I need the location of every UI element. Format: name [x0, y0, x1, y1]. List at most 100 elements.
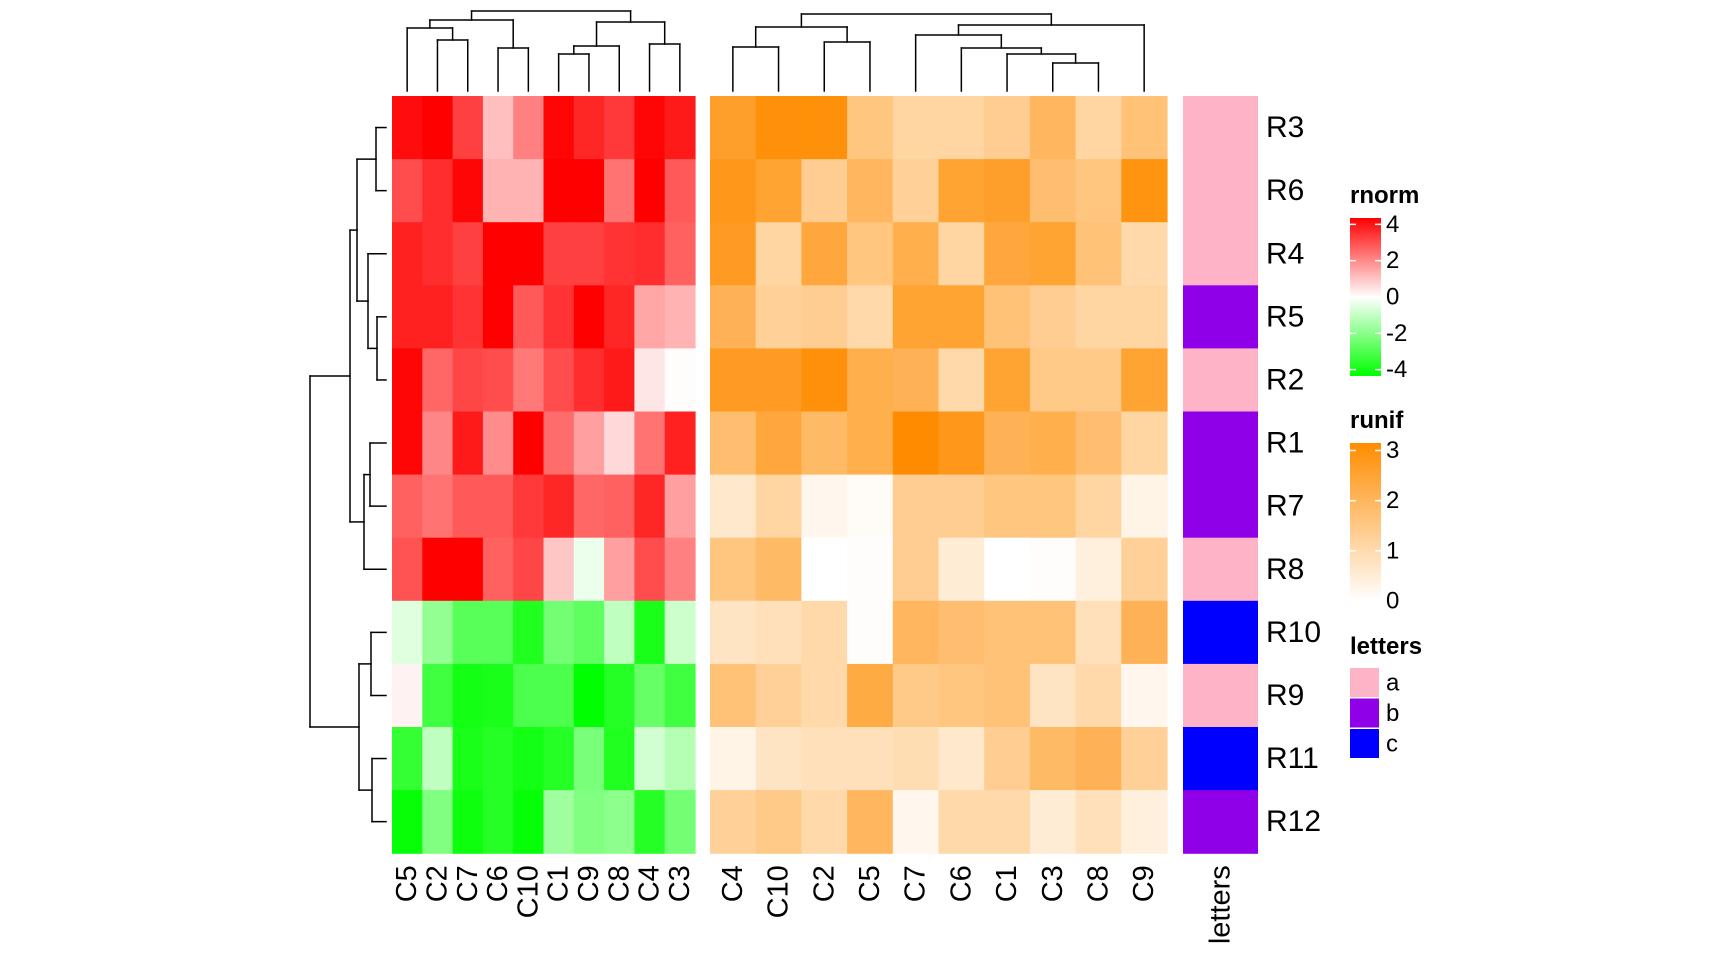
heatmap-cell — [710, 411, 757, 476]
heatmap-cell — [984, 663, 1031, 728]
heatmap-cell — [1029, 663, 1077, 728]
heatmap-cell — [422, 663, 454, 728]
heatmap-cell — [392, 537, 423, 602]
heatmap-cell — [984, 537, 1031, 602]
heatmap-cell — [392, 348, 423, 413]
heatmap-cell — [664, 537, 696, 602]
heatmap-cell — [543, 727, 575, 791]
column-label: C7 — [900, 865, 932, 902]
legend-tick-label: -2 — [1386, 320, 1407, 347]
heatmap-cell — [892, 222, 940, 286]
heatmap-cell — [1121, 474, 1168, 539]
annotation-column-label: letters — [1205, 865, 1237, 944]
heatmap-cell — [938, 663, 985, 728]
heatmap-cell — [452, 474, 484, 539]
heatmap-cell — [847, 285, 894, 349]
heatmap-cell — [543, 96, 575, 160]
heatmap-cell — [892, 411, 940, 476]
heatmap-cell — [710, 727, 757, 791]
heatmap-cell — [1075, 96, 1122, 160]
heatmap-cell — [392, 411, 423, 476]
heatmap-cell — [984, 727, 1031, 791]
heatmap-cell — [543, 411, 575, 476]
row-label: R8 — [1266, 553, 1304, 586]
heatmap-cell — [634, 348, 666, 413]
row-label: R6 — [1266, 174, 1304, 207]
heatmap-cell — [634, 727, 666, 791]
heatmap-cell — [543, 222, 575, 286]
heatmap-cell — [422, 348, 454, 413]
row-label: R1 — [1266, 427, 1304, 460]
heatmap-cell — [392, 474, 423, 539]
heatmap-cell — [1121, 159, 1168, 223]
legend-tick-label: 0 — [1386, 588, 1399, 615]
heatmap-cell — [604, 663, 635, 728]
heatmap-cell — [634, 474, 666, 539]
heatmap-cell — [664, 663, 696, 728]
heatmap-cell — [452, 348, 484, 413]
heatmap-cell — [422, 537, 454, 602]
heatmap-cell — [984, 474, 1031, 539]
heatmap-cell — [892, 96, 940, 160]
heatmap-cell — [847, 348, 894, 413]
heatmap-cell — [573, 411, 605, 476]
heatmap-cell — [482, 790, 514, 854]
heatmap-cell — [634, 411, 666, 476]
heatmap-cell — [604, 96, 635, 160]
heatmap-cell — [604, 727, 635, 791]
heatmap-cell — [543, 600, 575, 665]
heatmap-cell — [1075, 285, 1122, 349]
heatmap-cell — [452, 285, 484, 349]
heatmap-cell — [755, 285, 802, 349]
heatmap-cell — [482, 537, 514, 602]
heatmap-cell — [604, 474, 635, 539]
heatmap-cell — [634, 159, 666, 223]
heatmap-cell — [892, 600, 940, 665]
heatmap-cell — [634, 663, 666, 728]
heatmap-cell — [604, 790, 635, 854]
heatmap-cell — [482, 600, 514, 665]
heatmap-cell — [847, 411, 894, 476]
heatmap-cell — [664, 222, 696, 286]
heatmap-cell — [1075, 474, 1122, 539]
legend-tick-label: 4 — [1386, 211, 1399, 238]
legend-colorbar-runif — [1350, 443, 1381, 601]
heatmap-cell — [801, 790, 848, 854]
heatmap-cell — [938, 537, 985, 602]
column-label: C6 — [482, 865, 514, 902]
heatmap-cell — [664, 727, 696, 791]
heatmap-cell — [482, 663, 514, 728]
heatmap-cell — [755, 537, 802, 602]
heatmap-cell — [452, 159, 484, 223]
heatmap-cell — [1029, 159, 1077, 223]
heatmap-cell — [452, 411, 484, 476]
heatmap-cell — [513, 96, 545, 160]
heatmap-cell — [801, 348, 848, 413]
heatmap-cell — [422, 411, 454, 476]
heatmap-cell — [1121, 790, 1168, 854]
heatmap-cell — [573, 537, 605, 602]
heatmap-cell — [513, 222, 545, 286]
row-label: R2 — [1266, 363, 1304, 396]
heatmap-cell — [452, 96, 484, 160]
heatmap-cell — [543, 159, 575, 223]
heatmap-cell — [392, 727, 423, 791]
heatmap-cell — [543, 474, 575, 539]
heatmap-cell — [392, 96, 423, 160]
heatmap-cell — [573, 222, 605, 286]
heatmap-cell — [1121, 285, 1168, 349]
legend-tick-label: 0 — [1386, 284, 1399, 311]
heatmap-cell — [573, 348, 605, 413]
heatmap-cell — [801, 159, 848, 223]
heatmap-cell — [710, 537, 757, 602]
heatmap-cell — [634, 537, 666, 602]
heatmap-cell — [573, 600, 605, 665]
heatmap-cell — [1075, 411, 1122, 476]
heatmap-cell — [392, 222, 423, 286]
heatmap-cell — [543, 285, 575, 349]
heatmap-cell — [938, 222, 985, 286]
heatmap-cell — [422, 96, 454, 160]
column-label: C1 — [543, 865, 575, 902]
legend-title-letters: letters — [1350, 633, 1422, 660]
